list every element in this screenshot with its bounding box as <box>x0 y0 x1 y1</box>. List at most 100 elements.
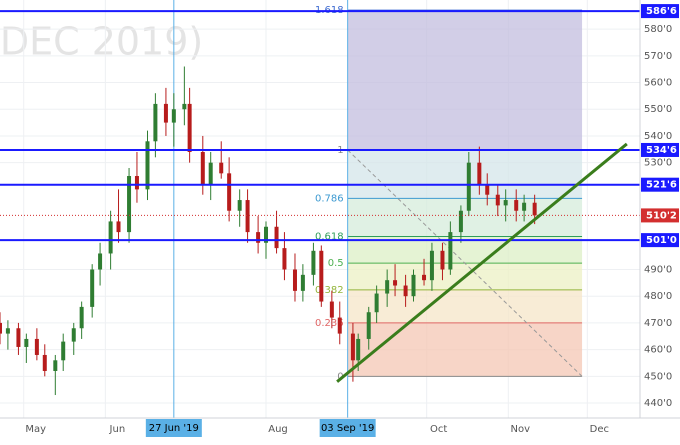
candle-body <box>127 176 132 233</box>
candle-body <box>350 333 355 361</box>
candle-body <box>532 202 537 216</box>
fib-band <box>347 198 583 237</box>
candle-body <box>393 280 398 286</box>
candle-body <box>237 200 242 211</box>
candle-body <box>219 162 224 174</box>
candle-body <box>411 274 416 297</box>
candle-body <box>171 109 176 123</box>
fib-label: 0 <box>337 371 343 382</box>
candle-body <box>134 176 139 190</box>
current-price-label-box <box>641 208 679 223</box>
candle-body <box>208 162 213 185</box>
y-tick-label: 490'0 <box>644 264 672 275</box>
candle-body <box>458 210 463 233</box>
candle-body <box>53 360 58 371</box>
x-tick-label: May <box>25 424 46 435</box>
y-tick-label: 580'0 <box>644 24 672 35</box>
candle-body <box>274 226 279 249</box>
x-tick-label: Oct <box>430 424 447 435</box>
candle-body <box>311 250 316 275</box>
candle-body <box>163 103 168 123</box>
candle-body <box>374 293 379 313</box>
y-tick-label: 550'0 <box>644 104 672 115</box>
candle-body <box>79 306 84 329</box>
candle-body <box>98 253 103 270</box>
candle-body <box>16 328 21 347</box>
candle-body <box>385 280 390 294</box>
candle-body <box>227 173 232 211</box>
candle-body <box>145 141 150 190</box>
candle-body <box>522 202 527 211</box>
candle-body <box>422 274 427 281</box>
fib-band <box>347 10 583 150</box>
candle-body <box>448 232 453 270</box>
fib-label: 0.618 <box>315 231 344 242</box>
candle-body <box>329 301 334 318</box>
candle-body <box>485 184 490 195</box>
candle-body <box>116 221 121 233</box>
y-tick-label: 470'0 <box>644 318 672 329</box>
level-label-box <box>641 142 679 157</box>
candle-body <box>0 322 2 334</box>
y-tick-label: 570'0 <box>644 51 672 62</box>
candle-body <box>440 250 445 270</box>
y-tick-label: 450'0 <box>644 371 672 382</box>
level-label-box <box>641 233 679 248</box>
level-label: 501'0 <box>646 235 677 246</box>
candle-body <box>356 338 361 361</box>
marker-label: 03 Sep '19 <box>321 423 374 434</box>
trend-line <box>336 142 628 383</box>
candle-body <box>200 151 205 185</box>
candle-body <box>90 269 95 307</box>
marker-label-box <box>319 419 376 437</box>
candle-body <box>282 248 287 270</box>
fib-label: 0.786 <box>315 193 344 204</box>
candle-body <box>300 274 305 291</box>
candle-body <box>108 221 113 254</box>
y-tick-label: 460'0 <box>644 345 672 356</box>
level-label: 586'6 <box>646 6 677 17</box>
candle-body <box>245 200 250 233</box>
fib-band <box>347 322 583 377</box>
candle-body <box>337 317 342 334</box>
x-tick-label: Aug <box>268 424 288 435</box>
level-label-box <box>641 177 679 192</box>
fib-band <box>347 289 583 323</box>
y-tick-label: 440'0 <box>644 398 672 409</box>
y-tick-label: 560'0 <box>644 78 672 89</box>
current-price-label: 510'2 <box>646 210 677 221</box>
candle-body <box>495 194 500 206</box>
candle-body <box>182 103 187 110</box>
watermark: (DEC 2019) <box>0 20 203 64</box>
candle-body <box>256 232 261 243</box>
level-label: 534'6 <box>646 145 677 156</box>
candle-body <box>71 328 76 342</box>
marker-label: 27 Jun '19 <box>149 423 199 434</box>
fib-diagonal <box>347 149 583 377</box>
candle-body <box>503 200 508 206</box>
candle-body <box>292 269 297 291</box>
candle-body <box>264 226 269 243</box>
candle-body <box>514 200 519 211</box>
candle-body <box>187 103 192 152</box>
fib-label: 0.382 <box>315 285 344 296</box>
candle-body <box>5 328 10 334</box>
fib-label: 0.5 <box>328 258 344 269</box>
level-label: 521'6 <box>646 180 677 191</box>
x-tick-label: Dec <box>590 424 609 435</box>
candle-body <box>34 338 39 355</box>
candle-body <box>24 338 29 347</box>
candle-body <box>477 162 482 185</box>
x-tick-label: Nov <box>511 424 531 435</box>
x-tick-label: Jun <box>109 424 126 435</box>
candle-body <box>61 341 66 361</box>
candle-body <box>429 250 434 281</box>
fib-band <box>347 149 583 199</box>
y-tick-label: 480'0 <box>644 291 672 302</box>
y-tick-label: 540'0 <box>644 131 672 142</box>
candle-body <box>319 250 324 302</box>
candle-body <box>403 285 408 297</box>
marker-label-box <box>145 419 202 437</box>
candle-body <box>153 103 158 142</box>
